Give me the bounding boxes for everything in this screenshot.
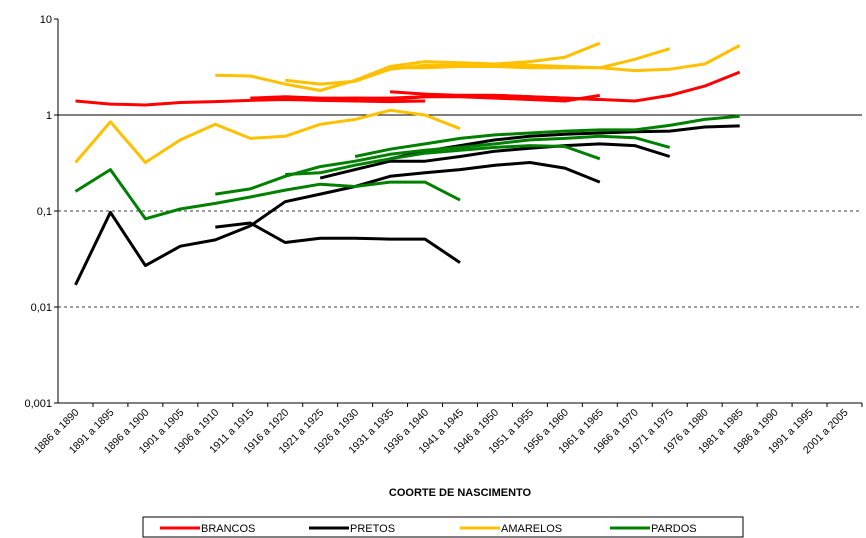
data-line [74,108,461,164]
data-line [285,144,601,176]
data-line [390,44,741,73]
data-line [389,70,741,103]
legend-box [142,516,744,538]
y-tick-label: 0,1 [37,206,52,218]
data-line [319,142,671,180]
y-tick-label: 0,01 [31,302,52,314]
y-tick-label: 0,001 [24,398,52,410]
data-line [320,93,601,103]
data-line [215,41,601,92]
x-axis-label: COORTE DE NASCIMENTO [389,487,532,499]
legend-label: PRETOS [350,523,395,535]
data-line [74,161,601,286]
data-line [354,114,740,158]
y-tick-label: 1 [46,110,52,122]
legend-label: PARDOS [651,523,697,535]
data-line [215,221,461,264]
legend-label: AMARELOS [501,523,562,535]
data-line [75,98,426,107]
legend-label: BRANCOS [201,523,255,535]
y-tick-label: 10 [40,14,52,26]
data-line [74,168,461,221]
data-line [285,47,671,86]
